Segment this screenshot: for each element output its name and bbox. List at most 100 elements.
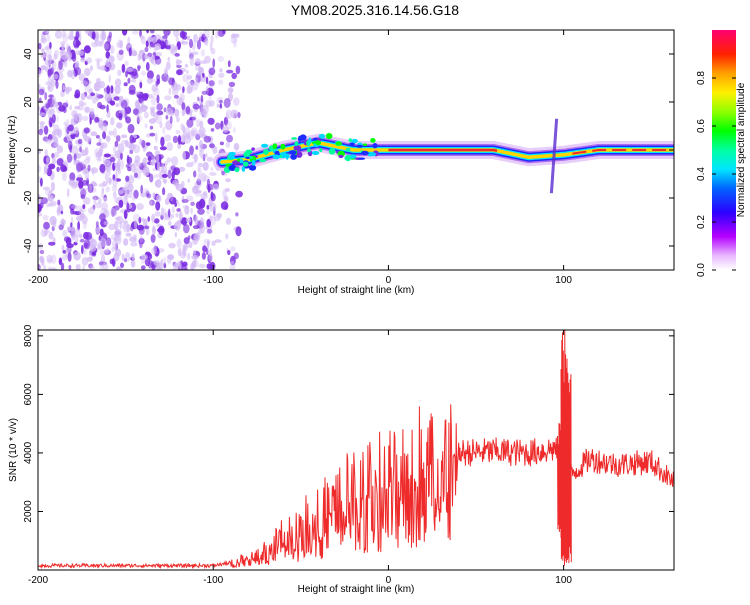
noise-blob bbox=[38, 70, 44, 75]
noise-blob bbox=[230, 246, 236, 252]
track-blob bbox=[296, 151, 303, 158]
noise-blob bbox=[233, 33, 240, 38]
track-blob bbox=[248, 164, 257, 171]
noise-blob bbox=[57, 101, 63, 106]
noise-blob bbox=[149, 200, 153, 206]
noise-blob bbox=[54, 151, 60, 158]
noise-blob bbox=[90, 167, 99, 174]
noise-blob bbox=[47, 69, 52, 78]
noise-blob bbox=[175, 129, 181, 135]
noise-blob bbox=[156, 161, 161, 172]
noise-blob bbox=[230, 109, 237, 119]
noise-blob bbox=[38, 164, 42, 173]
noise-blob bbox=[45, 163, 49, 174]
spectrogram-y-label: Frequency (Hz) bbox=[7, 116, 18, 185]
noise-blob bbox=[198, 198, 206, 209]
noise-blobs bbox=[38, 30, 243, 270]
noise-blob bbox=[185, 105, 191, 115]
noise-blob bbox=[180, 123, 184, 131]
x-tick-label: -100 bbox=[203, 275, 223, 286]
noise-blob bbox=[176, 116, 180, 123]
noise-blob bbox=[84, 82, 91, 93]
track-blob bbox=[263, 148, 269, 155]
noise-blob bbox=[198, 263, 206, 268]
noise-blob bbox=[163, 212, 167, 222]
track-blob bbox=[272, 154, 280, 160]
noise-blob bbox=[175, 212, 179, 218]
noise-blob bbox=[124, 190, 128, 201]
noise-blob bbox=[217, 55, 224, 63]
noise-blob bbox=[63, 121, 67, 126]
noise-blob bbox=[136, 224, 145, 231]
noise-blob bbox=[79, 213, 86, 219]
noise-blob bbox=[176, 64, 182, 69]
noise-blob bbox=[99, 122, 103, 130]
noise-blob bbox=[159, 121, 163, 129]
noise-blob bbox=[198, 67, 204, 76]
noise-blob bbox=[84, 187, 88, 195]
noise-blob bbox=[227, 60, 231, 68]
noise-blob bbox=[168, 208, 171, 218]
noise-blob bbox=[102, 262, 109, 270]
noise-blob bbox=[233, 38, 237, 48]
noise-blob bbox=[230, 260, 235, 266]
y-tick-label: 20 bbox=[23, 96, 34, 108]
colorbar-tick-label: 0.8 bbox=[696, 71, 707, 85]
noise-blob bbox=[200, 94, 204, 103]
noise-blob bbox=[142, 105, 149, 110]
noise-blob bbox=[200, 60, 207, 64]
noise-blob bbox=[225, 178, 231, 183]
noise-blob bbox=[164, 39, 168, 49]
noise-blob bbox=[136, 203, 144, 211]
noise-blob bbox=[145, 40, 149, 48]
x-tick-label: 0 bbox=[386, 575, 392, 586]
noise-blob bbox=[199, 120, 204, 129]
noise-blob bbox=[60, 210, 64, 215]
noise-blob bbox=[47, 134, 53, 141]
noise-blob bbox=[215, 30, 219, 39]
noise-blob bbox=[117, 39, 123, 49]
noise-blob bbox=[162, 187, 166, 196]
noise-blob bbox=[91, 168, 95, 176]
noise-blob bbox=[105, 178, 113, 184]
noise-blob bbox=[193, 170, 197, 178]
noise-blob bbox=[181, 199, 189, 203]
track-blob bbox=[358, 157, 366, 160]
noise-blob bbox=[90, 255, 94, 261]
noise-blob bbox=[97, 242, 102, 250]
noise-blob bbox=[69, 203, 76, 211]
noise-blob bbox=[146, 77, 153, 84]
noise-blob bbox=[102, 120, 109, 127]
noise-blob bbox=[198, 140, 204, 149]
noise-blob bbox=[195, 76, 198, 83]
noise-blob bbox=[43, 165, 47, 175]
noise-blob bbox=[139, 235, 143, 244]
noise-blob bbox=[151, 213, 156, 223]
noise-blob bbox=[187, 252, 191, 260]
noise-blob bbox=[191, 237, 199, 245]
noise-blob bbox=[48, 189, 53, 194]
noise-blob bbox=[115, 135, 121, 142]
noise-blob bbox=[146, 70, 154, 80]
noise-blob bbox=[120, 152, 123, 160]
noise-blob bbox=[189, 56, 195, 67]
noise-blob bbox=[108, 31, 113, 39]
noise-blob bbox=[170, 44, 176, 53]
noise-blob bbox=[110, 117, 115, 126]
noise-blob bbox=[186, 118, 194, 128]
noise-blob bbox=[40, 177, 43, 187]
noise-blob bbox=[54, 139, 59, 148]
noise-blob bbox=[140, 192, 147, 198]
noise-blob bbox=[144, 225, 150, 230]
colorbar-gradient bbox=[712, 30, 736, 270]
noise-blob bbox=[117, 69, 122, 77]
noise-blob bbox=[208, 252, 213, 262]
track-blob bbox=[274, 150, 280, 156]
noise-blob bbox=[186, 162, 194, 168]
noise-blob bbox=[120, 262, 124, 269]
noise-blob bbox=[39, 121, 45, 125]
noise-blob bbox=[110, 207, 118, 217]
noise-blob bbox=[71, 234, 75, 241]
noise-blob bbox=[235, 212, 239, 217]
noise-blob bbox=[50, 181, 56, 192]
